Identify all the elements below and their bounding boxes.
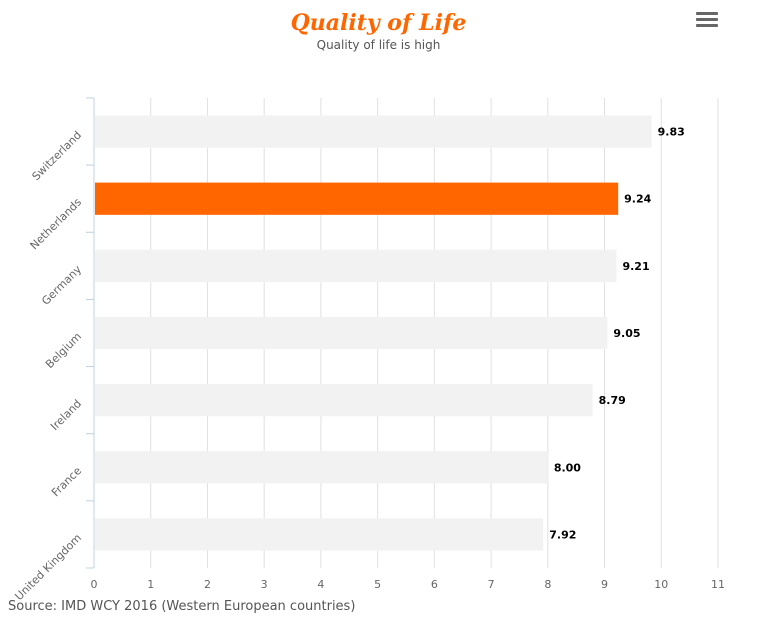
data-label: 9.24	[624, 193, 651, 206]
x-tick-label: 8	[544, 578, 551, 591]
category-label: Ireland	[48, 397, 84, 433]
x-tick-label: 0	[91, 578, 98, 591]
x-tick-label: 1	[147, 578, 154, 591]
x-tick-label: 5	[374, 578, 381, 591]
hamburger-menu-icon[interactable]	[696, 12, 718, 30]
source-note: Source: IMD WCY 2016 (Western European c…	[8, 599, 356, 614]
category-label: Germany	[39, 262, 84, 307]
category-label: Netherlands	[28, 195, 85, 252]
x-tick-label: 7	[488, 578, 495, 591]
x-tick-label: 4	[317, 578, 324, 591]
x-tick-label: 11	[711, 578, 725, 591]
bar-belgium[interactable]	[95, 316, 608, 350]
category-label: Switzerland	[30, 129, 85, 184]
category-label: Belgium	[43, 330, 84, 371]
x-tick-label: 3	[261, 578, 268, 591]
bar-united-kingdom[interactable]	[95, 518, 544, 551]
data-label: 9.05	[613, 327, 640, 340]
category-label: France	[49, 464, 84, 499]
bar-ireland[interactable]	[95, 384, 593, 417]
bar-netherlands[interactable]	[95, 182, 619, 215]
x-tick-label: 6	[431, 578, 438, 591]
x-tick-label: 9	[601, 578, 608, 591]
x-tick-label: 10	[654, 578, 668, 591]
bar-switzerland[interactable]	[95, 115, 652, 148]
category-label: United Kingdom	[12, 531, 84, 603]
data-label: 8.00	[554, 461, 581, 474]
data-label: 9.21	[622, 260, 649, 273]
data-label: 7.92	[549, 528, 576, 541]
chart-subtitle: Quality of life is high	[316, 38, 441, 52]
x-tick-label: 2	[204, 578, 211, 591]
bar-germany[interactable]	[95, 249, 617, 282]
data-label: 9.83	[658, 126, 685, 139]
chart-title: Quality of Life	[290, 10, 467, 36]
bar-france[interactable]	[95, 451, 548, 484]
data-label: 8.79	[599, 394, 626, 407]
